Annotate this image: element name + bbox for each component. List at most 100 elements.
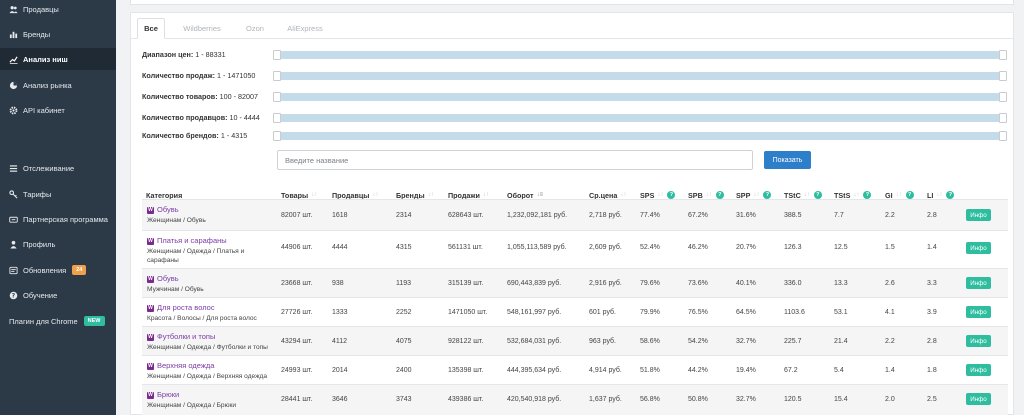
tab-ozon[interactable]: Ozon — [246, 24, 264, 33]
column-header-avg-price[interactable]: Ср.цена ↓↑ — [589, 190, 627, 200]
goods-range-slider[interactable] — [273, 92, 1007, 102]
info-button[interactable]: Инфо — [966, 242, 991, 254]
sidebar-item-brands[interactable]: Бренды — [0, 23, 116, 45]
column-header-sales[interactable]: Продажи ↓↑ — [448, 190, 489, 200]
cell-spp: 40.1% — [736, 280, 756, 287]
cell-li: 1.8 — [927, 367, 937, 374]
column-header-tsts[interactable]: TStS ↓↑? — [834, 189, 872, 201]
help-icon[interactable]: ? — [667, 191, 676, 199]
cell-spp: 32.7% — [736, 338, 756, 345]
column-header-sellers[interactable]: Продавцы ↓↑ — [332, 190, 379, 200]
slider-handle-min[interactable] — [273, 131, 281, 141]
sidebar-item-partner-program[interactable]: Партнерская программа — [0, 208, 116, 230]
slider-handle-max[interactable] — [999, 113, 1007, 123]
sidebar-item-api-cabinet[interactable]: API кабинет — [0, 99, 116, 121]
sort-desc-icon[interactable]: ↓≡ — [536, 192, 544, 198]
category-link[interactable]: W Футболки и топы — [147, 332, 216, 341]
show-button[interactable]: Показать — [764, 151, 811, 169]
sidebar-item-training[interactable]: ? Обучение — [0, 284, 116, 306]
cell-turnover: 1,232,092,181 руб. — [507, 212, 568, 219]
sort-icon[interactable]: ↓↑ — [372, 192, 379, 198]
help-icon[interactable]: ? — [715, 191, 724, 199]
help-icon[interactable]: ? — [905, 191, 914, 199]
column-header-spb[interactable]: SPB ↓↑? — [688, 189, 724, 201]
wildberries-icon: W — [147, 391, 154, 399]
column-header-li[interactable]: LI ↓↑? — [927, 189, 955, 201]
cell-sales: 315139 шт. — [448, 280, 484, 287]
column-header-turnover[interactable]: Оборот ↓≡ — [507, 190, 544, 200]
info-button[interactable]: Инфо — [966, 335, 991, 347]
sidebar-item-sellers[interactable]: Продавцы — [0, 0, 116, 20]
sort-icon[interactable]: ↓↑ — [657, 192, 664, 198]
slider-handle-max[interactable] — [999, 71, 1007, 81]
help-icon[interactable]: ? — [813, 191, 822, 199]
category-link[interactable]: W Обувь — [147, 205, 179, 214]
slider-handle-min[interactable] — [273, 50, 281, 60]
slider-handle-min[interactable] — [273, 92, 281, 102]
slider-handle-max[interactable] — [999, 50, 1007, 60]
tab-aliexpress[interactable]: AliExpress — [287, 24, 323, 33]
column-header-gi[interactable]: GI ↓↑? — [885, 189, 914, 201]
price-range-slider[interactable] — [273, 50, 1007, 60]
cell-spb: 46.2% — [688, 244, 708, 251]
sales-range-slider[interactable] — [273, 71, 1007, 81]
sellers-range-slider[interactable] — [273, 113, 1007, 123]
help-icon[interactable]: ? — [763, 191, 772, 199]
sidebar-item-profile[interactable]: Профиль — [0, 233, 116, 255]
category-link[interactable]: W Брюки — [147, 390, 180, 399]
sidebar-item-niche-analysis[interactable]: Анализ ниш — [0, 48, 116, 70]
cell-avg-price: 601 руб. — [589, 309, 616, 316]
column-header-brands[interactable]: Бренды ↓↑ — [396, 190, 434, 200]
slider-handle-min[interactable] — [273, 113, 281, 123]
sort-icon[interactable]: ↓↑ — [705, 192, 712, 198]
update-icon — [9, 266, 18, 275]
users-icon — [9, 5, 18, 14]
sidebar-item-tracking[interactable]: Отслеживание — [0, 157, 116, 179]
slider-handle-min[interactable] — [273, 71, 281, 81]
sort-icon[interactable]: ↓↑ — [427, 192, 434, 198]
brands-range-slider[interactable] — [273, 131, 1007, 141]
sort-icon[interactable]: ↓↑ — [482, 192, 489, 198]
column-header-sps[interactable]: SPS ↓↑? — [640, 189, 676, 201]
category-cell: W Для роста волос Красота / Волосы / Для … — [147, 303, 277, 323]
marketplace-tabs: Все Wildberries Ozon AliExpress — [131, 13, 1013, 39]
sort-icon[interactable]: ↓↑ — [753, 192, 760, 198]
info-button[interactable]: Инфо — [966, 364, 991, 376]
category-link[interactable]: W Для роста волос — [147, 303, 215, 312]
sort-icon[interactable]: ↓↑ — [895, 192, 902, 198]
slider-handle-max[interactable] — [999, 131, 1007, 141]
cell-tstc: 1103.6 — [784, 309, 805, 316]
sort-icon[interactable]: ↓↑ — [853, 192, 860, 198]
cell-sps: 56.8% — [640, 396, 660, 403]
sort-icon[interactable]: ↓↑ — [803, 192, 810, 198]
help-icon[interactable]: ? — [946, 191, 955, 199]
column-header-spp[interactable]: SPP ↓↑? — [736, 189, 772, 201]
info-button[interactable]: Инфо — [966, 393, 991, 405]
sort-icon[interactable]: ↓↑ — [936, 192, 943, 198]
help-icon[interactable]: ? — [863, 191, 872, 199]
sidebar-item-chrome-plugin[interactable]: Плагин для Chrome NEW — [0, 310, 116, 332]
cell-goods: 82007 шт. — [281, 212, 313, 219]
sidebar-item-updates[interactable]: Обновления 24 — [0, 259, 116, 281]
category-link[interactable]: W Обувь — [147, 274, 179, 283]
sort-icon[interactable]: ↓↑ — [620, 192, 627, 198]
cell-tsts: 7.7 — [834, 212, 844, 219]
sort-icon[interactable]: ↓↑ — [311, 192, 318, 198]
category-link[interactable]: W Верхняя одежда — [147, 361, 215, 370]
sidebar-item-market-analysis[interactable]: Анализ рынка — [0, 74, 116, 96]
cell-tsts: 53.1 — [834, 309, 848, 316]
info-button[interactable]: Инфо — [966, 209, 991, 221]
column-header-tstc[interactable]: TStC ↓↑? — [784, 189, 822, 201]
tab-all[interactable]: Все — [137, 18, 165, 39]
sidebar-item-tariffs[interactable]: Тарифы — [0, 183, 116, 205]
info-button[interactable]: Инфо — [966, 306, 991, 318]
sidebar-item-label: Плагин для Chrome — [9, 316, 78, 326]
cell-li: 1.4 — [927, 244, 937, 251]
category-link[interactable]: W Платья и сарафаны — [147, 236, 227, 245]
cell-gi: 2.6 — [885, 280, 895, 287]
column-header-goods[interactable]: Товары ↓↑ — [281, 190, 318, 200]
search-input[interactable] — [277, 150, 753, 170]
info-button[interactable]: Инфо — [966, 277, 991, 289]
tab-wildberries[interactable]: Wildberries — [183, 24, 221, 33]
slider-handle-max[interactable] — [999, 92, 1007, 102]
